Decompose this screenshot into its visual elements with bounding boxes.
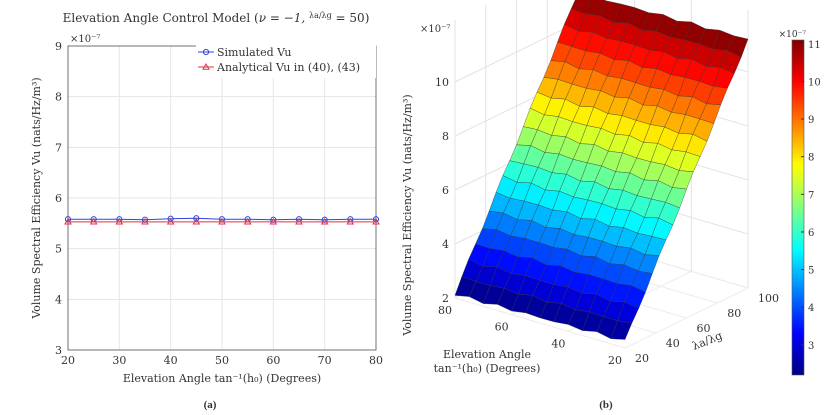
y-exponent: ×10⁻⁷ [70,34,100,45]
floor-gridline [454,297,626,349]
title-nu: ν = −1, [259,11,309,25]
x-tick-label: 80 [369,354,383,367]
y-tick-label: 8 [55,91,62,104]
series-point [270,216,277,223]
legend-box [196,44,376,78]
series-point [372,217,380,225]
series-point [192,217,201,225]
x-tick-label: 60 [266,354,280,367]
chart-a-title: Elevation Angle Control Model (ν = −1, λ… [63,11,370,25]
colorbar: 3 4 5 6 7 8 9 10 11×10⁻⁷ [779,30,821,376]
series-point [64,217,72,225]
x-tick-label: 40 [164,354,178,367]
colorbar-tick-label: 9 [808,115,814,126]
series-point [269,217,278,225]
colorbar-tick-label: 11 [808,40,821,51]
colorbar-tick-label: 6 [808,228,814,239]
x-tick-label: 80 [438,304,452,317]
z-axis-label: Volume Spectral Efficiency Vu (nats/Hz/m… [401,94,414,336]
z-tick-label: 8 [442,130,449,143]
title-frac: λa/λg [309,11,332,20]
series-point [166,217,175,225]
surface-mesh [454,0,749,340]
z-tick-label: 6 [442,184,449,197]
y-tick-label: 100 [758,292,779,305]
series-point [115,217,124,225]
series-point [346,217,355,225]
colorbar-tick-label: 7 [808,190,814,201]
x-axis-label-line2: tan⁻¹(h₀) (Degrees) [434,362,541,375]
series-point [295,217,303,225]
series-point [89,217,98,225]
x-tick-label: 40 [551,337,565,350]
series-point [193,215,200,222]
z-tick-label: 10 [435,76,449,89]
z-exponent: ×10⁻⁷ [420,24,450,35]
y-tick-label: 6 [55,192,62,205]
series-point [320,217,329,225]
y-tick-label: 80 [727,307,741,320]
x-axis-label-line1: Elevation Angle [443,348,531,361]
y-tick-label: 7 [55,141,62,154]
legend-label: Simulated Vu [217,46,291,59]
x-tick-label: 30 [112,354,126,367]
series-point [141,217,149,225]
y-tick-label: 3 [55,344,62,357]
colorbar-exponent: ×10⁻⁷ [779,30,807,40]
colorbar-bar [791,39,805,376]
x-tick-label: 50 [215,354,229,367]
z-tick-label: 4 [442,238,449,251]
y-tick-label: 60 [697,322,711,335]
x-tick-label: 70 [318,354,332,367]
legend-label: Analytical Vu in (40), (43) [216,61,360,74]
panel-a-line-chart: Elevation Angle Control Model (ν = −1, λ… [30,11,383,385]
colorbar-tick-label: 10 [808,77,821,88]
series-point [218,217,226,225]
y-tick-label: 20 [635,352,649,365]
colorbar-tick-label: 8 [808,153,814,164]
panel-b-surface-chart: 2 4 6 8 10 ×10⁻⁷ 80 60 40 20 20 40 60 80 100 Elevation … [401,0,779,375]
panel-b-caption: (b) [599,399,613,411]
title-tail: = 50) [332,11,370,25]
y-tick-label: 4 [55,293,62,306]
x-tick-label: 20 [61,354,75,367]
series-point [141,216,149,223]
x-axis-label: Elevation Angle tan⁻¹(h₀) (Degrees) [123,372,321,385]
y-axis-label: Volume Spectral Efficiency Vu (nats/Hz/m… [30,77,43,319]
series-point [243,217,252,225]
colorbar-tick-label: 4 [808,303,814,314]
panel-a-caption: (a) [204,399,217,411]
legend-marker [202,62,210,70]
colorbar-tick-label: 5 [808,266,814,277]
series-point [321,216,328,223]
y-tick-label: 40 [666,337,680,350]
y-tick-label: 5 [55,243,62,256]
legend-marker [202,48,210,56]
x-tick-label: 20 [608,354,622,367]
z-tick-label: 2 [442,292,449,305]
surface-patch [610,320,633,340]
y-tick-label: 9 [55,40,62,53]
title-main: Elevation Angle Control Model ( [63,11,259,25]
colorbar-tick-label: 3 [808,341,814,352]
x-tick-label: 60 [495,321,509,334]
